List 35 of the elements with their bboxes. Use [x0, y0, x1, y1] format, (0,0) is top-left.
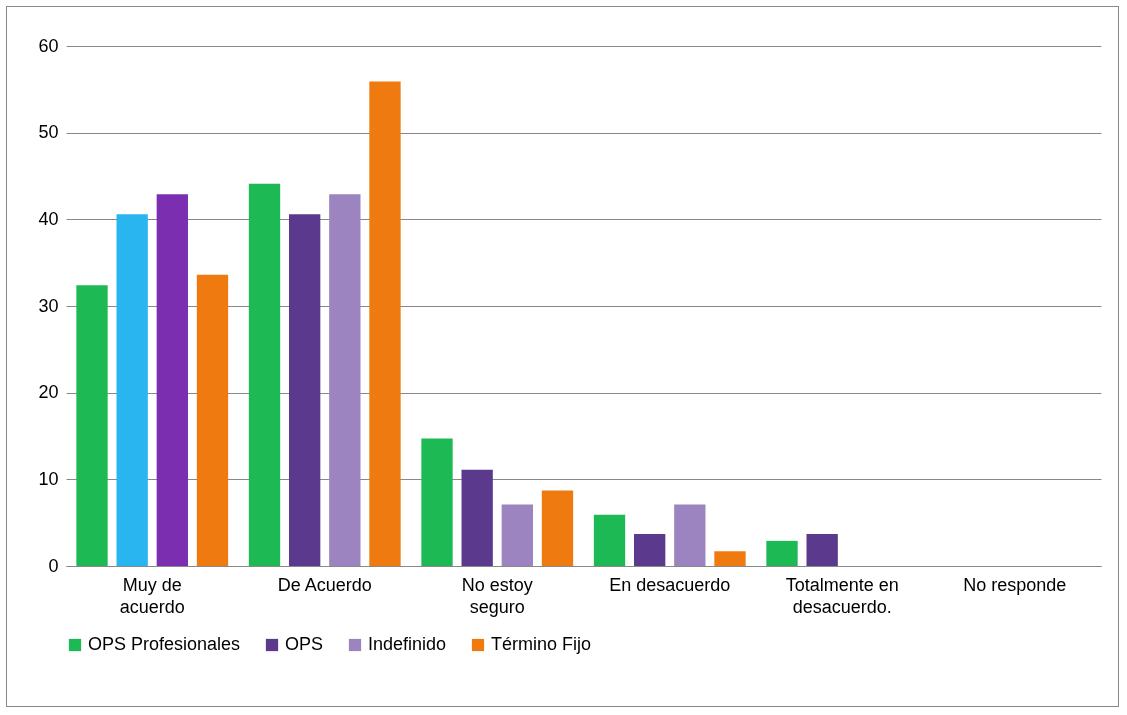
x-tick-label: Totalmente en desacuerdo. — [785, 574, 899, 617]
x-tick-label: No estoy seguro — [461, 574, 533, 617]
bar — [116, 214, 148, 566]
y-tick-label: 20 — [38, 382, 59, 403]
legend-label: OPS Profesionales — [88, 634, 241, 654]
x-tick-label: No responde — [963, 574, 1067, 595]
bar — [806, 533, 838, 566]
x-tick-label: De Acuerdo — [277, 574, 372, 595]
y-tick-label: 0 — [48, 555, 59, 576]
y-tick-label: 30 — [38, 295, 59, 316]
bar — [156, 194, 188, 566]
legend-label: Término Fijo — [491, 634, 592, 654]
y-tick-label: 60 — [38, 35, 59, 56]
bar — [461, 469, 493, 566]
bar — [289, 214, 321, 566]
y-tick-label: 40 — [38, 208, 59, 229]
bar — [593, 514, 626, 566]
x-tick-label: Muy de acuerdo — [119, 574, 185, 617]
y-tick-label: 10 — [38, 468, 59, 489]
bar — [421, 438, 453, 566]
x-tick-label: En desacuerdo — [609, 574, 731, 595]
bar — [674, 504, 706, 566]
bar — [196, 274, 229, 566]
bar — [248, 183, 281, 566]
bar — [766, 540, 798, 566]
bar — [541, 490, 574, 566]
bar — [714, 551, 746, 566]
bar — [369, 81, 401, 566]
bar — [501, 504, 533, 566]
legend-label: OPS — [285, 634, 324, 654]
bar — [329, 194, 361, 566]
bar — [634, 533, 666, 566]
y-tick-label: 50 — [38, 122, 59, 143]
bar — [76, 285, 108, 566]
legend-label: Indefinido — [368, 634, 447, 654]
